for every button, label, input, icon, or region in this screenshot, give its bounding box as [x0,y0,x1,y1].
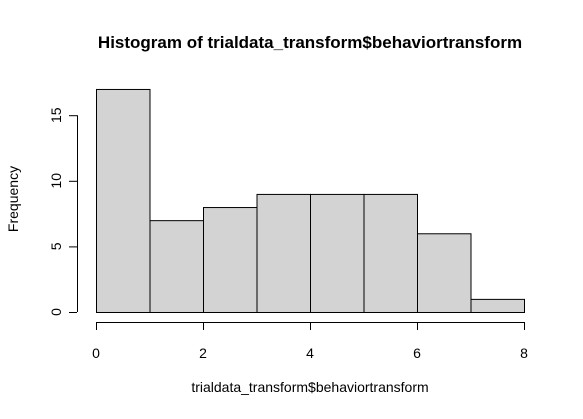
x-axis: 0 2 4 6 8 [92,322,528,361]
histogram-bar-5 [363,193,418,313]
histogram-bar-2 [203,207,258,313]
histogram-bar-6 [417,233,472,313]
histogram-bar-0 [96,88,151,313]
x-tick-label-0: 0 [92,345,100,361]
y-tick-label-3: 15 [48,107,64,123]
x-tick-label-3: 6 [413,345,421,361]
histogram-bar-1 [149,220,204,313]
bars-group [96,88,525,314]
histogram-bar-3 [256,193,311,313]
chart-title: Histogram of trialdata_transform$behavio… [98,33,522,52]
y-axis-label: Frequency [5,166,21,232]
y-tick-label-0: 0 [48,308,64,316]
histogram-bar-7 [470,298,525,314]
histogram-bar-4 [310,193,365,313]
x-tick-label-2: 4 [306,345,314,361]
x-tick-label-4: 8 [520,345,528,361]
y-axis: 0 5 10 15 [48,107,78,316]
y-tick-label-1: 5 [48,242,64,250]
x-axis-label: trialdata_transform$behaviortransform [191,379,428,395]
x-tick-label-1: 2 [199,345,207,361]
y-tick-label-2: 10 [48,173,64,189]
